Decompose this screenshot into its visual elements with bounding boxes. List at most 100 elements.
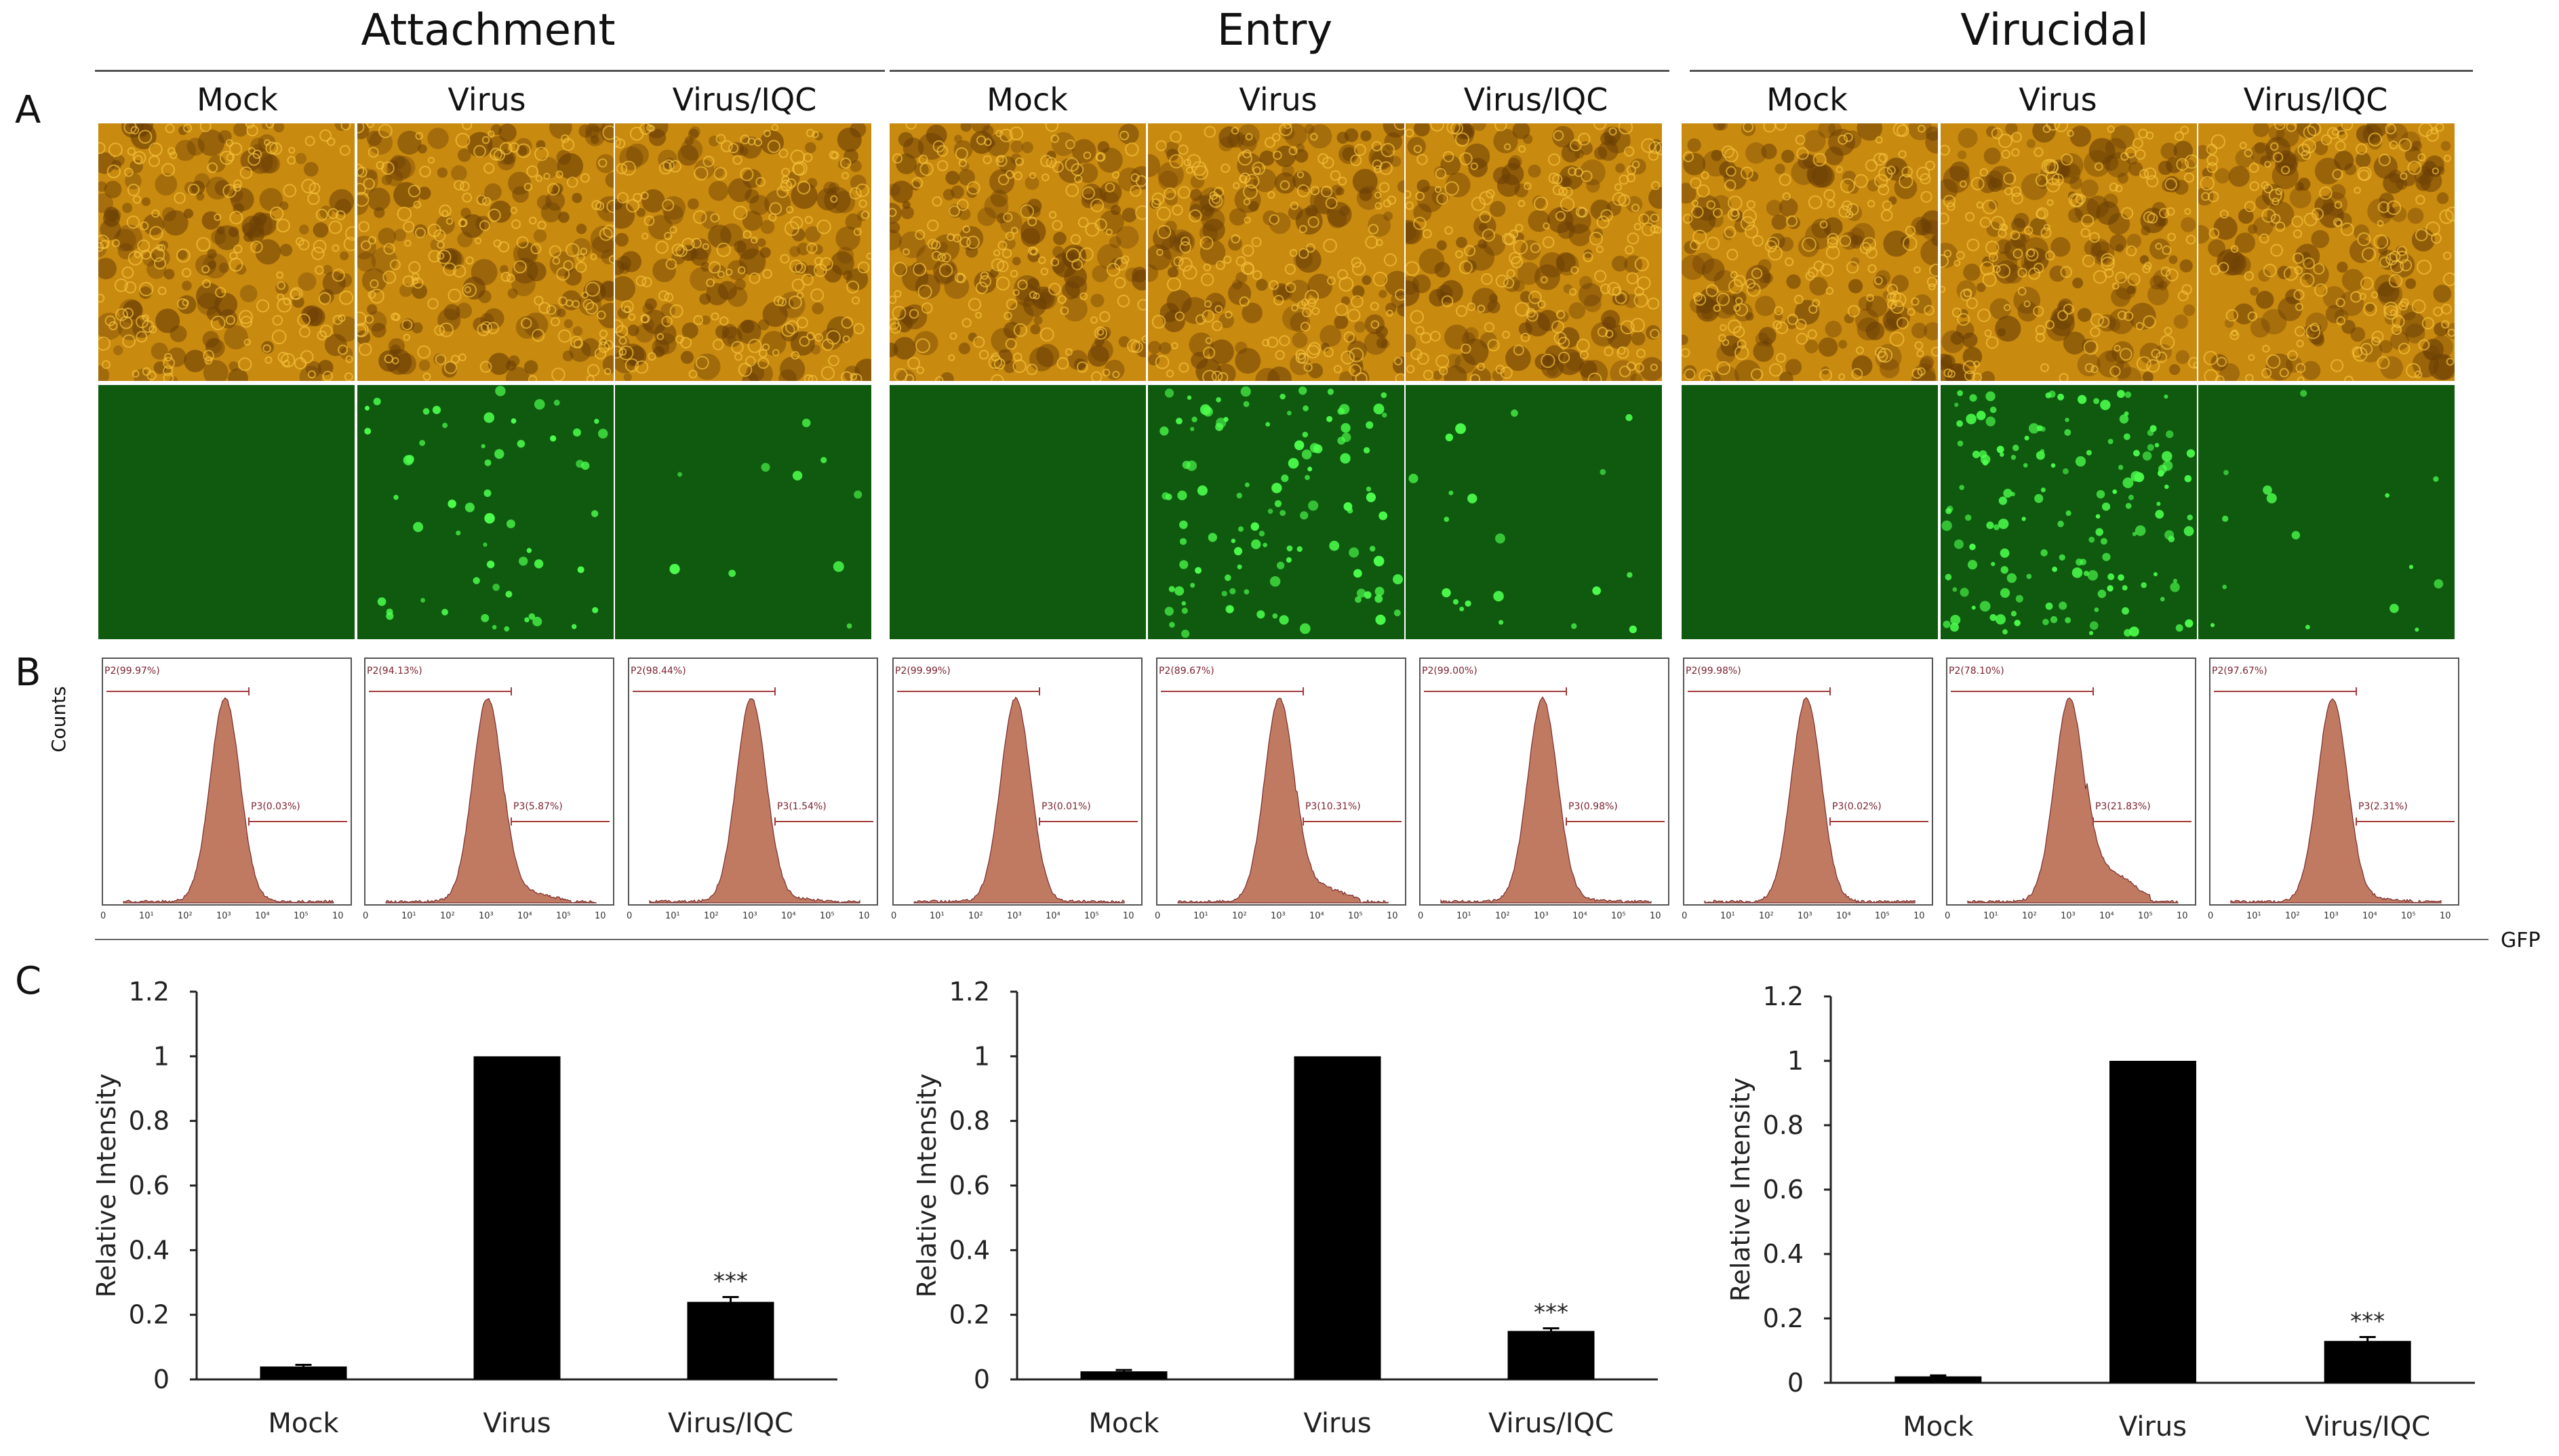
- brightfield-image: [1148, 123, 1404, 381]
- flow-x-tick: 0: [627, 911, 633, 921]
- gate-p3-label: P3(2.31%): [2358, 801, 2408, 812]
- brightfield-image: [357, 123, 614, 381]
- flow-x-tick: 10: [2440, 911, 2451, 921]
- flow-x-tick: 10²: [440, 911, 455, 921]
- y-tick-label: 1.2: [949, 977, 990, 1007]
- gate-p2-label: P2(99.99%): [895, 666, 951, 676]
- column-label-virus: Virus: [1239, 81, 1317, 118]
- flow-x-tick: 10: [1913, 911, 1925, 921]
- bar-virus: [473, 1056, 561, 1379]
- bar-mock: [260, 1366, 347, 1379]
- group-rule-entry: [890, 70, 1669, 72]
- column-label-virus-iqc: Virus/IQC: [1463, 81, 1608, 118]
- brightfield-image: [2198, 123, 2455, 381]
- gate-p2-label: P2(94.13%): [367, 666, 422, 676]
- flow-x-tick: 0: [1418, 911, 1424, 921]
- y-tick-label: 0.2: [129, 1300, 170, 1330]
- bar-chart-virucidal: 0 0.2 0.4 0.6 0.8 1 1.2 Relative Intensity Mock V…: [1726, 982, 2475, 1442]
- flow-x-tick: 10⁵: [1875, 911, 1890, 921]
- flow-x-tick: 10⁴: [1046, 911, 1060, 921]
- significance-marker: ***: [2350, 1308, 2385, 1335]
- gate-p2-label: P2(98.44%): [631, 666, 686, 676]
- fluorescence-image: [1148, 385, 1404, 639]
- flow-x-tick: 10²: [1759, 911, 1774, 921]
- flow-x-tick: 10⁴: [2362, 911, 2377, 921]
- fluorescence-image: [98, 385, 355, 639]
- fluorescence-image: [890, 385, 1146, 639]
- flow-x-tick: 10⁵: [294, 911, 309, 921]
- significance-marker: ***: [713, 1268, 748, 1295]
- fluorescence-image: [357, 385, 614, 639]
- bar-virus-iqc: [1507, 1331, 1595, 1379]
- flow-x-tick: 10³: [1007, 911, 1022, 921]
- fluorescence-image: [2198, 385, 2455, 639]
- gate-p2-label: P2(99.98%): [1686, 666, 1741, 676]
- flow-x-tick: 0: [891, 911, 897, 921]
- flow-x-tick: 10: [2177, 911, 2188, 921]
- y-tick-label: 1.2: [129, 977, 170, 1007]
- flow-x-tick: 10⁴: [781, 911, 796, 921]
- flow-x-tick: 10²: [1495, 911, 1510, 921]
- category-label: Mock: [268, 1408, 339, 1439]
- gate-p3-label: P3(1.54%): [777, 801, 827, 812]
- flow-x-tick: 10: [1387, 911, 1398, 921]
- category-label: Virus: [1303, 1408, 1371, 1439]
- y-tick-label: 0: [1787, 1368, 1804, 1398]
- flow-x-tick: 10³: [1271, 911, 1286, 921]
- significance-marker: ***: [1534, 1299, 1568, 1327]
- bar-virus-iqc: [2324, 1341, 2411, 1383]
- flow-x-tick: 10¹: [2246, 911, 2261, 921]
- bar-chart-entry: 0 0.2 0.4 0.6 0.8 1 1.2 Relative Intensity Mock V…: [912, 977, 1658, 1439]
- y-tick-label: 0.8: [129, 1106, 170, 1136]
- y-tick-label: 0.6: [1763, 1175, 1804, 1205]
- flow-x-tick: 10⁴: [255, 911, 270, 921]
- column-label-mock: Mock: [1766, 81, 1848, 118]
- flow-histogram-panel: P2(98.44%) P3(1.54%): [628, 658, 878, 906]
- flow-x-tick: 0: [1945, 911, 1951, 921]
- column-label-virus: Virus: [448, 81, 526, 118]
- gate-p3-label: P3(0.98%): [1568, 801, 1618, 812]
- group-title-attachment: Attachment: [361, 5, 616, 56]
- column-label-virus: Virus: [2019, 81, 2097, 118]
- bar-virus: [2109, 1061, 2196, 1383]
- y-tick-label: 0.8: [1763, 1110, 1804, 1140]
- fluorescence-image: [1941, 385, 2197, 639]
- y-tick-label: 0.6: [949, 1171, 990, 1200]
- flow-x-tick: 10⁵: [556, 911, 571, 921]
- flow-x-tick: 10¹: [1456, 911, 1471, 921]
- flow-x-tick: 0: [100, 911, 106, 921]
- histogram-trace: [1967, 697, 2179, 904]
- flow-histogram-panel: P2(99.98%) P3(0.02%): [1683, 658, 1933, 906]
- y-tick-label: 0: [974, 1364, 990, 1394]
- y-tick-label: 0.2: [1763, 1303, 1804, 1333]
- category-label: Mock: [1903, 1411, 1974, 1442]
- flow-histogram-panel: P2(97.67%) P3(2.31%): [2209, 658, 2459, 906]
- category-label: Virus: [483, 1408, 551, 1439]
- y-tick-label: 0.4: [949, 1235, 990, 1265]
- bar-mock: [1895, 1376, 1982, 1383]
- flow-axis-rule: [95, 939, 2488, 940]
- flow-x-tick: 10⁴: [1572, 911, 1587, 921]
- flow-histogram-panel: P2(99.97%) P3(0.03%): [102, 658, 352, 906]
- flow-x-tick: 10²: [2285, 911, 2300, 921]
- flow-x-tick: 10¹: [1720, 911, 1735, 921]
- flow-x-tick: 10⁴: [517, 911, 532, 921]
- flow-x-tick: 0: [1682, 911, 1688, 921]
- brightfield-image: [1682, 123, 1938, 381]
- brightfield-image: [98, 123, 355, 381]
- fluorescence-image: [615, 385, 871, 639]
- category-label: Virus: [2119, 1411, 2187, 1442]
- flow-x-tick: 10³: [2061, 911, 2076, 921]
- flow-histogram-panel: P2(89.67%) P3(10.31%): [1156, 658, 1406, 906]
- flow-x-tick: 10⁵: [2401, 911, 2416, 921]
- flow-x-tick: 10³: [1534, 911, 1549, 921]
- flow-x-tick: 0: [2208, 911, 2214, 921]
- y-tick-label: 1.2: [1763, 982, 1804, 1011]
- flow-x-axis-label: GFP: [2501, 929, 2541, 952]
- gate-p2-label: P2(89.67%): [1159, 666, 1214, 676]
- flow-x-tick: 10⁴: [1309, 911, 1324, 921]
- flow-x-tick: 10¹: [1193, 911, 1208, 921]
- flow-x-tick: 10³: [216, 911, 231, 921]
- histogram-trace: [123, 697, 334, 904]
